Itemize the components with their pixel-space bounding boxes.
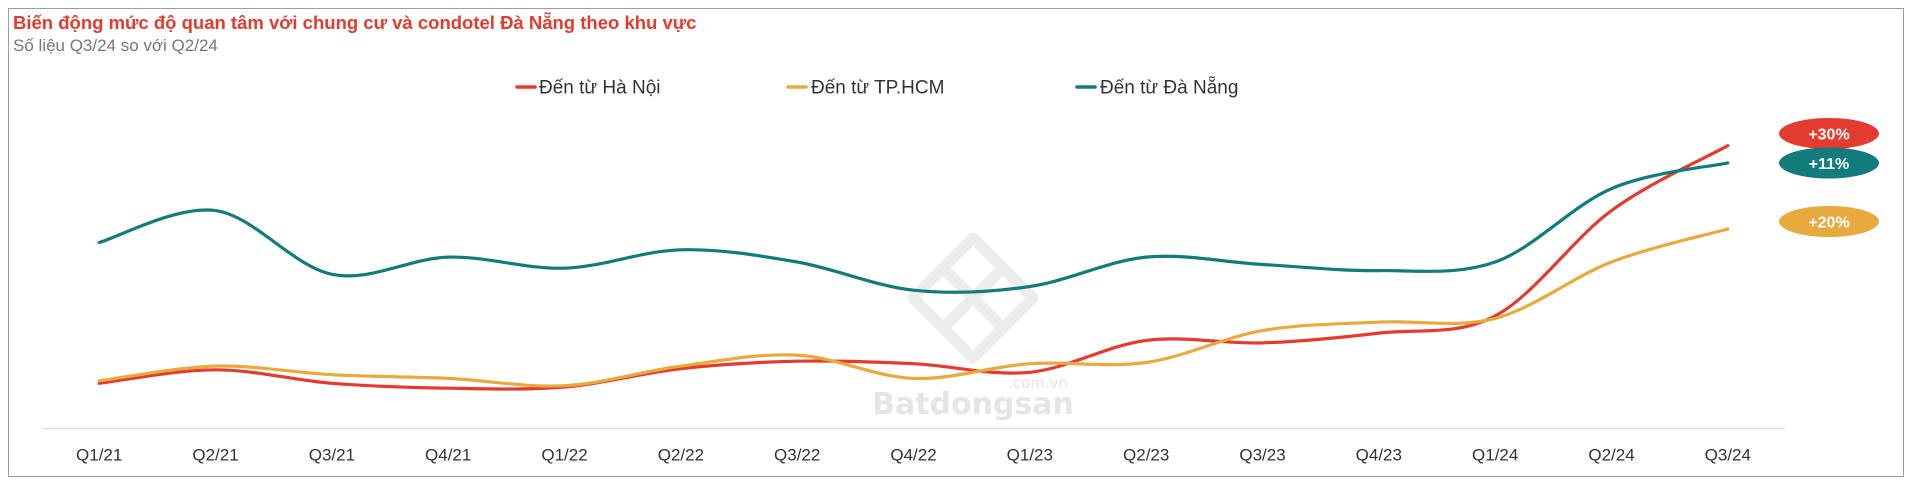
series-line-den-tu-da-nang <box>97 161 1730 294</box>
legend: Đến từ Hà Nội Đến từ TP.HCM Đến từ Đà Nẵ… <box>515 78 1238 99</box>
change-badge-shape <box>1779 147 1879 179</box>
change-badges: +30% +11% +20% <box>1779 118 1879 237</box>
x-tick-label: Q2/21 <box>192 446 238 465</box>
batdongsan-logo-icon <box>907 232 1039 364</box>
x-axis-tick-labels: Q1/21 Q2/21 Q3/21 Q4/21 Q1/22 Q2/22 Q3/22 Q4/22… <box>76 446 1751 465</box>
change-badge-ha-noi: +30% <box>1779 118 1879 149</box>
legend-item-ha-noi: Đến từ Hà Nội <box>515 78 661 99</box>
legend-label: Đến từ Đà Nẵng <box>1100 78 1238 99</box>
x-tick-label: Q1/21 <box>76 446 122 465</box>
x-tick-label: Q1/22 <box>541 446 587 465</box>
chart-subtitle: Số liệu Q3/24 so với Q2/24 <box>13 36 218 55</box>
chart-frame <box>8 8 1904 477</box>
watermark-brand: Batdongsan <box>872 387 1074 422</box>
x-tick-label: Q2/22 <box>658 446 704 465</box>
x-tick-label: Q4/21 <box>425 446 471 465</box>
legend-label: Đến từ TP.HCM <box>811 78 944 99</box>
x-tick-label: Q3/21 <box>309 446 355 465</box>
legend-item-da-nang: Đến từ Đà Nẵng <box>1075 78 1238 99</box>
x-tick-label: Q1/24 <box>1472 446 1518 465</box>
series-lines <box>97 144 1730 391</box>
series-line-den-tu-ha-noi <box>97 144 1730 391</box>
legend-item-tp-hcm: Đến từ TP.HCM <box>786 78 944 99</box>
change-badge-label: +30% <box>1808 126 1849 143</box>
x-tick-label: Q3/24 <box>1705 446 1751 465</box>
change-badge-label: +11% <box>1809 156 1849 173</box>
x-tick-label: Q4/23 <box>1356 446 1402 465</box>
change-badge-tp-hcm: +20% <box>1779 206 1879 237</box>
watermark-domain: .com.vn <box>1008 374 1068 392</box>
x-tick-label: Q2/24 <box>1588 446 1634 465</box>
series-line-den-tu-tp-hcm <box>97 227 1730 388</box>
change-badge-label: +20% <box>1808 214 1849 231</box>
change-badge-shape <box>1779 206 1879 237</box>
change-badge-shape <box>1779 118 1879 149</box>
change-badge-da-nang: +11% <box>1779 147 1879 179</box>
x-tick-label: Q1/23 <box>1007 446 1053 465</box>
watermark: .com.vn Batdongsan <box>872 232 1074 422</box>
x-tick-label: Q3/22 <box>774 446 820 465</box>
legend-label: Đến từ Hà Nội <box>539 78 661 99</box>
x-tick-label: Q2/23 <box>1123 446 1169 465</box>
x-tick-label: Q3/23 <box>1239 446 1285 465</box>
chart-title: Biến động mức độ quan tâm với chung cư v… <box>13 12 697 33</box>
x-tick-label: Q4/22 <box>890 446 936 465</box>
